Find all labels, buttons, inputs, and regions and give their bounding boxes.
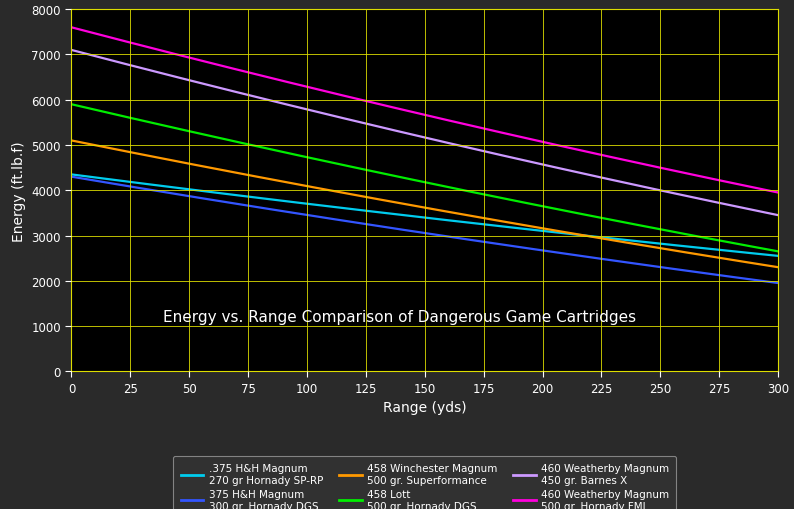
Legend: .375 H&H Magnum
270 gr Hornady SP-RP, 375 H&H Magnum
300 gr. Hornady DGS, 458 Wi: .375 H&H Magnum 270 gr Hornady SP-RP, 37…: [173, 456, 676, 509]
Text: Energy vs. Range Comparison of Dangerous Game Cartridges: Energy vs. Range Comparison of Dangerous…: [164, 309, 637, 325]
Y-axis label: Energy (ft.lb.f): Energy (ft.lb.f): [12, 140, 26, 241]
X-axis label: Range (yds): Range (yds): [383, 401, 467, 414]
